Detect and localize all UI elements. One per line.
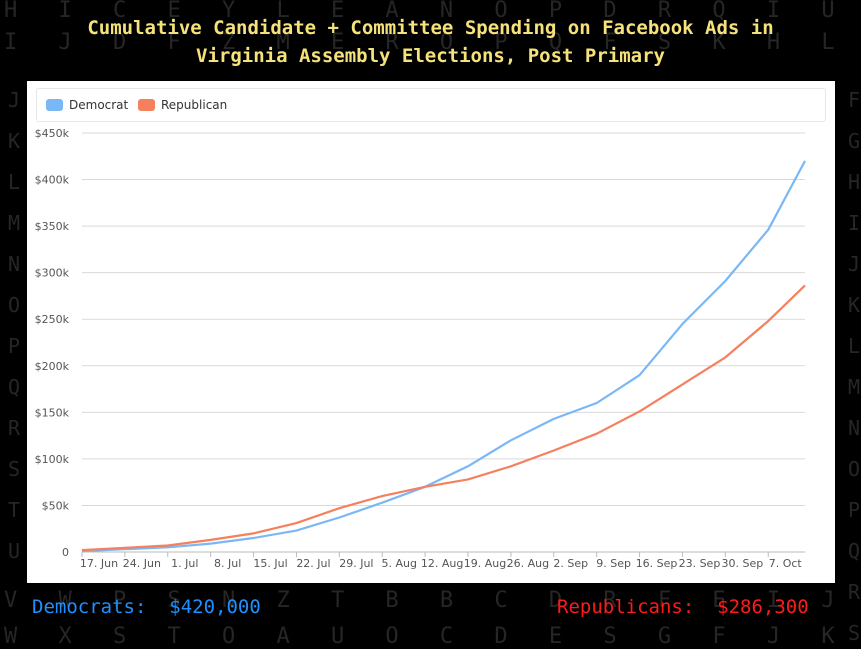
background-row: W X S T O A U O C D E S G F J K L V W N … (4, 624, 849, 649)
chart-panel: Democrat Republican 0 $50k $100k $150k $200k… (27, 81, 835, 583)
y-tick-label: $200k (35, 360, 70, 373)
y-tick-label: $150k (35, 406, 70, 419)
x-tick-label: 29. Jul (339, 557, 373, 570)
x-tick-label: 24. Jun (123, 557, 161, 570)
y-tick-label: $350k (35, 220, 70, 233)
y-tick-label: $50k (42, 499, 70, 512)
chart-legend: Democrat Republican (36, 88, 826, 122)
x-tick-label: 26. Aug (507, 557, 549, 570)
democrat-total-label: Democrats: (32, 596, 147, 618)
y-tick-label: 0 (62, 546, 69, 559)
x-tick-label: 19. Aug (464, 557, 506, 570)
series-line-democrat (81, 160, 806, 553)
x-tick-label: 8. Jul (214, 557, 241, 570)
x-tick-label: 2. Sep (553, 557, 588, 570)
x-tick-label: 15. Jul (253, 557, 287, 570)
democrat-total: Democrats: $420,000 (32, 595, 261, 619)
chart-title-line-2: Virginia Assembly Elections, Post Primar… (196, 45, 665, 67)
x-tick-label: 22. Jul (296, 557, 330, 570)
line-chart: 0 $50k $100k $150k $200k $250k $300k $350k $400k… (35, 127, 806, 570)
x-tick-label: 9. Sep (596, 557, 631, 570)
x-tick-label: 23. Sep (679, 557, 721, 570)
democrat-total-value: $420,000 (169, 596, 261, 618)
y-tick-label: $250k (35, 313, 70, 326)
legend-swatch-republican (138, 99, 155, 111)
y-tick-label: $450k (35, 127, 70, 140)
x-tick-label: 12. Aug (421, 557, 463, 570)
chart-title: Cumulative Candidate + Committee Spendin… (0, 14, 861, 70)
x-tick-label: 5. Aug (381, 557, 416, 570)
republican-total-value: $286,300 (717, 596, 809, 618)
x-tick-label: 1. Jul (171, 557, 198, 570)
y-tick-label: $300k (35, 267, 70, 280)
legend-label-democrat: Democrat (69, 98, 129, 112)
x-tick-label: 16. Sep (636, 557, 678, 570)
x-tick-label: 30. Sep (721, 557, 763, 570)
legend-item-democrat[interactable]: Democrat (46, 98, 128, 112)
chart-title-line-1: Cumulative Candidate + Committee Spendin… (87, 17, 774, 39)
y-tick-label: $100k (35, 453, 70, 466)
legend-swatch-democrat (46, 99, 63, 111)
legend-item-republican[interactable]: Republican (138, 98, 227, 112)
legend-label-republican: Republican (161, 98, 228, 112)
x-tick-label: 7. Oct (769, 557, 803, 570)
series-line-republican (81, 284, 806, 552)
y-tick-label: $400k (35, 174, 70, 187)
republican-total: Republicans: $286,300 (557, 595, 809, 619)
republican-total-label: Republicans: (557, 596, 695, 618)
x-tick-label: 17. Jun (80, 557, 118, 570)
